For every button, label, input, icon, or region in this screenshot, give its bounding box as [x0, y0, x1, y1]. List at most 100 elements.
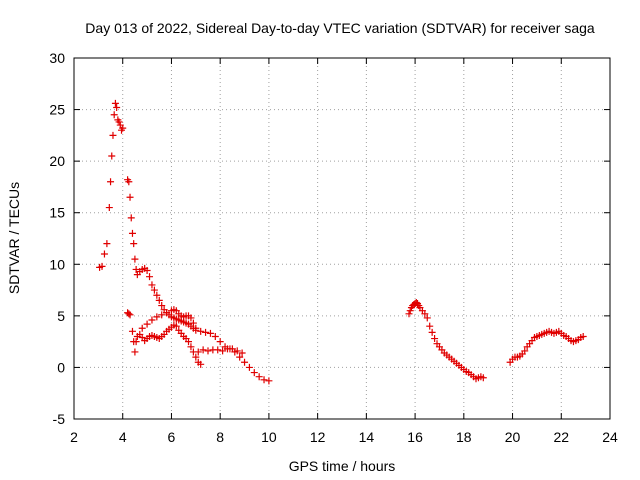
data-point — [199, 346, 207, 354]
data-point — [216, 338, 224, 346]
data-point — [108, 152, 116, 160]
data-point — [172, 322, 180, 330]
data-point — [111, 99, 119, 107]
data-point — [138, 324, 146, 332]
data-point — [128, 229, 136, 237]
series-segment-1 — [96, 99, 127, 271]
data-point — [194, 348, 202, 356]
x-tick-label: 10 — [261, 429, 277, 445]
data-point — [107, 178, 115, 186]
data-point — [146, 273, 154, 281]
plot-frame — [73, 57, 611, 420]
data-point — [245, 363, 253, 371]
chart-title: Day 013 of 2022, Sidereal Day-to-day VTE… — [85, 20, 595, 36]
data-point — [119, 124, 127, 132]
data-point — [521, 347, 529, 355]
data-point — [148, 281, 156, 289]
x-tick-label: 12 — [310, 429, 326, 445]
data-point — [105, 204, 113, 212]
data-point — [431, 335, 439, 343]
x-tick-label: 16 — [407, 429, 423, 445]
data-point — [219, 347, 227, 355]
data-point — [132, 265, 140, 273]
data-point — [238, 349, 246, 357]
data-point — [228, 345, 236, 353]
series-segment-5 — [138, 306, 200, 332]
data-points-layer — [96, 99, 587, 385]
data-point — [197, 327, 205, 335]
data-point — [110, 111, 118, 119]
data-point — [206, 329, 214, 337]
data-point — [428, 328, 436, 336]
series-segment-8 — [506, 327, 587, 366]
y-tick-label: 25 — [49, 102, 65, 118]
data-point — [211, 332, 219, 340]
data-point — [130, 240, 138, 248]
data-point — [187, 314, 195, 322]
data-point — [479, 374, 487, 382]
data-point — [103, 240, 111, 248]
series-segment-4 — [128, 321, 205, 368]
x-tick-label: 2 — [70, 429, 78, 445]
y-tick-label: -5 — [53, 411, 66, 427]
y-tick-labels: -5 0 5 10 15 20 25 30 — [49, 50, 65, 427]
data-point — [197, 360, 205, 368]
x-tick-label: 6 — [168, 429, 176, 445]
x-tick-label: 8 — [216, 429, 224, 445]
data-point — [132, 338, 140, 346]
x-tick-label: 20 — [505, 429, 521, 445]
data-point — [113, 104, 121, 112]
x-axis-label: GPS time / hours — [289, 458, 396, 474]
data-point — [236, 353, 244, 361]
data-point — [189, 319, 197, 327]
data-point — [260, 376, 268, 384]
data-point — [153, 313, 161, 321]
data-point — [109, 131, 117, 139]
data-point — [163, 309, 171, 317]
series-segment-7 — [405, 298, 487, 383]
data-point — [131, 348, 139, 356]
data-point — [143, 266, 151, 274]
x-tick-label: 24 — [602, 429, 618, 445]
data-point — [185, 338, 193, 346]
x-tick-labels: 2 4 6 8 10 12 14 16 18 20 22 24 — [70, 429, 618, 445]
data-point — [150, 286, 158, 294]
x-tick-label: 22 — [553, 429, 569, 445]
data-point — [192, 324, 200, 332]
x-tick-label: 4 — [119, 429, 127, 445]
data-point — [158, 302, 166, 310]
y-tick-label: 30 — [49, 50, 65, 66]
y-tick-label: 20 — [49, 153, 65, 169]
data-point — [214, 346, 222, 354]
data-point — [125, 310, 133, 318]
y-tick-label: 0 — [57, 359, 65, 375]
data-point — [98, 262, 106, 270]
data-point — [131, 255, 139, 263]
data-point — [406, 307, 414, 315]
data-point — [148, 316, 156, 324]
data-point — [255, 373, 263, 381]
data-point — [204, 347, 212, 355]
data-point — [250, 369, 258, 377]
series-segment-3 — [124, 309, 134, 319]
data-point — [158, 311, 166, 319]
x-tick-label: 14 — [359, 429, 375, 445]
data-point — [265, 377, 273, 385]
data-point — [426, 322, 434, 330]
grid-layer — [74, 58, 610, 419]
data-point — [421, 310, 429, 318]
y-axis-label: SDTVAR / TECUs — [6, 182, 22, 294]
series-segment-2 — [124, 176, 273, 385]
series-segment-6 — [194, 345, 246, 357]
data-point — [155, 296, 163, 304]
data-point — [579, 332, 587, 340]
data-point — [423, 314, 431, 322]
y-tick-label: 10 — [49, 256, 65, 272]
y-tick-label: 15 — [49, 205, 65, 221]
data-point — [405, 310, 413, 318]
data-point — [126, 193, 134, 201]
data-point — [241, 358, 249, 366]
data-point — [143, 320, 151, 328]
data-point — [100, 250, 108, 258]
